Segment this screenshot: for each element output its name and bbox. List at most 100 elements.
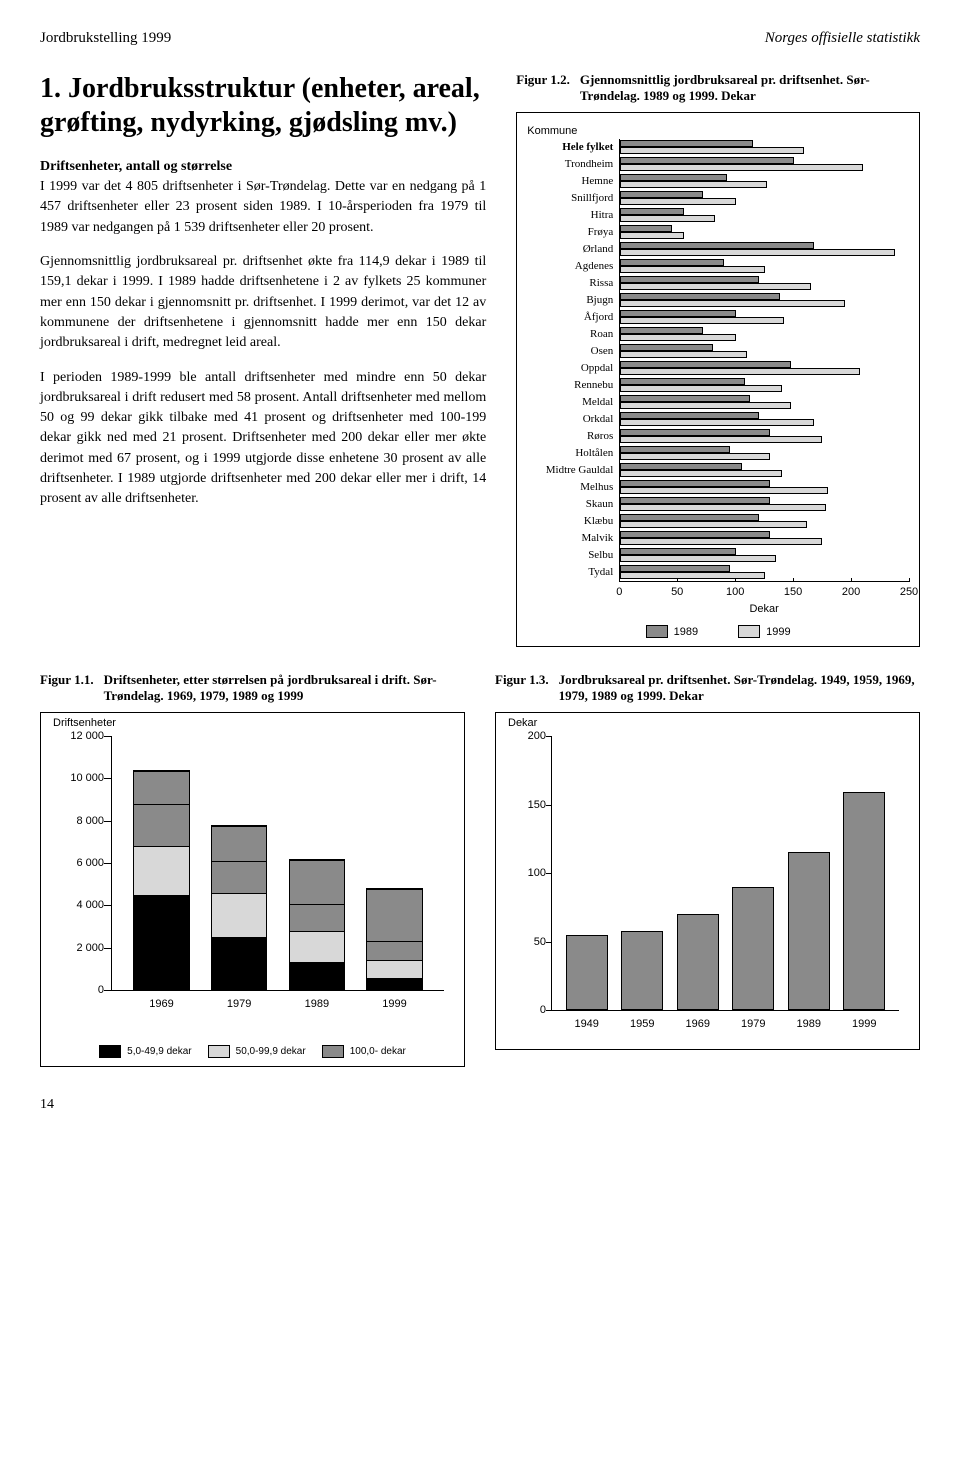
hbar-1989 [620, 225, 672, 232]
hbar-1989 [620, 310, 736, 317]
stacked-seg [134, 804, 188, 846]
hbar-1999 [620, 283, 811, 290]
bar [788, 852, 830, 1010]
ytick-label: 8 000 [54, 815, 104, 827]
hbar-bars [619, 479, 909, 496]
hbar-label: Røros [527, 431, 619, 442]
hbar-label: Hele fylket [527, 142, 619, 153]
fig12-num: Figur 1.2. [516, 72, 570, 104]
stacked-seg [290, 962, 344, 989]
hbar-1989 [620, 157, 793, 164]
fig12-rows: Hele fylket Trondheim Hemne Snillfjord Hitra… [527, 139, 909, 581]
hbar-row: Roan [527, 326, 909, 343]
hbar-label: Hemne [527, 176, 619, 187]
hbar-bars [619, 241, 909, 258]
hbar-label: Snillfjord [527, 193, 619, 204]
legend-item: 5,0-49,9 dekar [99, 1045, 192, 1058]
stacked-seg [212, 893, 266, 937]
hbar-bars [619, 377, 909, 394]
hbar-row: Bjugn [527, 292, 909, 309]
xlabel: 1949 [574, 1018, 598, 1030]
hbar-label: Oppdal [527, 363, 619, 374]
ytick-label: 50 [510, 936, 546, 948]
fig11-plot-wrap: Driftsenheter 02 0004 0006 0008 00010 00… [51, 731, 454, 1041]
hbar-label: Åfjord [527, 312, 619, 323]
hbar-label: Selbu [527, 550, 619, 561]
hbar-1989 [620, 548, 736, 555]
stacked-bar [366, 888, 422, 990]
hbar-bars [619, 292, 909, 309]
hbar-label: Melhus [527, 482, 619, 493]
page-header: Jordbrukstelling 1999 Norges offisielle … [40, 30, 920, 47]
fig13-plot-wrap: Dekar 0501001502001949195919691979198919… [506, 731, 909, 1041]
header-right: Norges offisielle statistikk [765, 30, 920, 47]
hbar-bars [619, 224, 909, 241]
stacked-seg [134, 895, 188, 989]
hbar-bars [619, 343, 909, 360]
hbar-1999 [620, 487, 828, 494]
fig11-chart: Driftsenheter 02 0004 0006 0008 00010 00… [40, 712, 465, 1067]
xlabel: 1969 [685, 1018, 709, 1030]
hbar-bars [619, 513, 909, 530]
hbar-label: Rennebu [527, 380, 619, 391]
hbar-row: Hitra [527, 207, 909, 224]
hbar-1999 [620, 402, 791, 409]
hbar-1999 [620, 504, 826, 511]
hbar-bars [619, 564, 909, 581]
hbar-label: Osen [527, 346, 619, 357]
hbar-1999 [620, 232, 684, 239]
hbar-1989 [620, 276, 759, 283]
hbar-row: Meldal [527, 394, 909, 411]
fig11-num: Figur 1.1. [40, 672, 94, 704]
fig11-column: Figur 1.1. Driftsenheter, etter størrels… [40, 672, 465, 1067]
hbar-label: Klæbu [527, 516, 619, 527]
xlabel: 1979 [227, 998, 251, 1010]
hbar-tick-label: 100 [726, 586, 744, 598]
hbar-bars [619, 258, 909, 275]
hbar-label: Trondheim [527, 159, 619, 170]
hbar-1989 [620, 565, 730, 572]
hbar-1999 [620, 419, 814, 426]
hbar-1989 [620, 361, 791, 368]
hbar-1999 [620, 555, 776, 562]
hbar-row: Røros [527, 428, 909, 445]
fig13-caption: Jordbruksareal pr. driftsenhet. Sør-Trøn… [559, 672, 920, 704]
stacked-seg [290, 904, 344, 931]
fig12-title: Figur 1.2. Gjennomsnittlig jordbruksarea… [516, 72, 920, 104]
legend-swatch [208, 1045, 230, 1058]
hbar-label: Roan [527, 329, 619, 340]
stacked-seg [134, 846, 188, 894]
hbar-1989 [620, 395, 749, 402]
hbar-1989 [620, 412, 759, 419]
hbar-label: Frøya [527, 227, 619, 238]
stacked-seg [290, 860, 344, 904]
legend-item: 50,0-99,9 dekar [208, 1045, 306, 1058]
fig13-num: Figur 1.3. [495, 672, 549, 704]
hbar-1989 [620, 378, 745, 385]
hbar-row: Selbu [527, 547, 909, 564]
bottom-row: Figur 1.1. Driftsenheter, etter størrels… [40, 672, 920, 1067]
hbar-bars [619, 530, 909, 547]
hbar-bars [619, 139, 909, 156]
hbar-1999 [620, 334, 736, 341]
hbar-bars [619, 326, 909, 343]
xlabel: 1989 [305, 998, 329, 1010]
fig12-chart: Kommune Hele fylketTrondheimHemneSnillfj… [516, 112, 920, 647]
hbar-row: Rennebu [527, 377, 909, 394]
section-title: 1. Jordbruksstruktur (enheter, areal, gr… [40, 72, 486, 139]
hbar-bars [619, 496, 909, 513]
legend-label: 100,0- dekar [350, 1046, 406, 1057]
para-3: I perioden 1989-1999 ble antall driftsen… [40, 368, 486, 510]
bar [566, 935, 608, 1010]
fig13-title: Figur 1.3. Jordbruksareal pr. driftsenhe… [495, 672, 920, 704]
hbar-bars [619, 394, 909, 411]
fig11-caption: Driftsenheter, etter størrelsen på jordb… [104, 672, 465, 704]
hbar-row: Melhus [527, 479, 909, 496]
xlabel: 1979 [741, 1018, 765, 1030]
bar [621, 931, 663, 1010]
hbar-row: Trondheim [527, 156, 909, 173]
fig13-chart: Dekar 0501001502001949195919691979198919… [495, 712, 920, 1050]
hbar-row: Åfjord [527, 309, 909, 326]
fig12-axis: 050100150200250 [619, 581, 909, 601]
ytick-label: 100 [510, 867, 546, 879]
